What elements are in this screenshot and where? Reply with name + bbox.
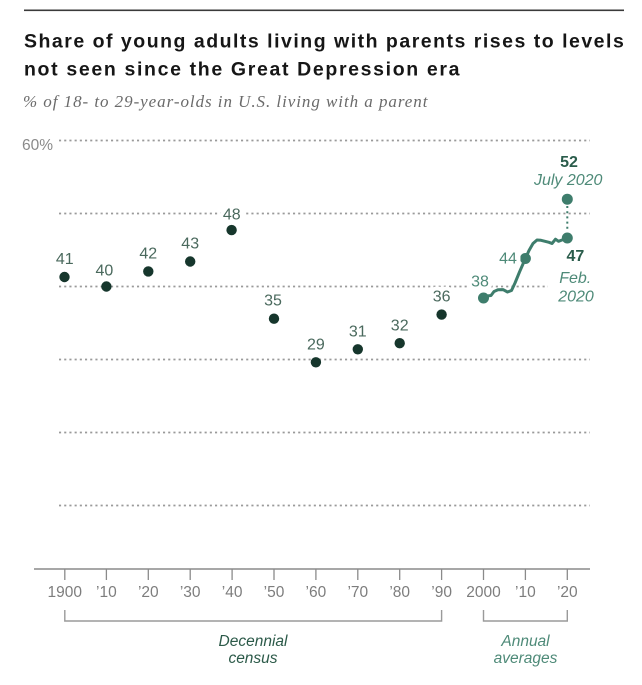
svg-text:’80: ’80	[389, 584, 410, 601]
svg-text:’40: ’40	[222, 584, 243, 601]
svg-text:Share of young adults living w: Share of young adults living with parent…	[24, 31, 625, 53]
svg-text:35: 35	[264, 293, 282, 310]
svg-text:42: 42	[139, 246, 157, 263]
svg-text:38: 38	[471, 274, 489, 291]
svg-text:’10: ’10	[96, 584, 117, 601]
svg-text:48: 48	[223, 207, 241, 224]
svg-text:’30: ’30	[180, 584, 201, 601]
svg-text:43: 43	[181, 236, 199, 253]
svg-text:averages: averages	[494, 650, 558, 667]
svg-text:1900: 1900	[48, 584, 83, 601]
svg-text:’70: ’70	[347, 584, 368, 601]
svg-text:32: 32	[391, 318, 409, 335]
svg-text:60%: 60%	[22, 137, 53, 154]
svg-text:’50: ’50	[264, 584, 285, 601]
svg-text:41: 41	[56, 251, 74, 268]
svg-text:29: 29	[307, 337, 325, 354]
svg-text:44: 44	[499, 251, 517, 268]
svg-text:47: 47	[567, 248, 585, 265]
svg-text:Feb.: Feb.	[559, 270, 591, 287]
svg-text:Annual: Annual	[500, 633, 550, 650]
svg-text:July 2020: July 2020	[533, 172, 603, 189]
svg-text:% of 18- to 29-year-olds in U.: % of 18- to 29-year-olds in U.S. living …	[23, 92, 429, 111]
svg-text:2020: 2020	[557, 289, 594, 306]
svg-text:36: 36	[433, 289, 451, 306]
svg-text:Decennial: Decennial	[219, 633, 288, 650]
svg-text:31: 31	[349, 324, 367, 341]
svg-text:census: census	[228, 650, 277, 667]
svg-text:’10: ’10	[515, 584, 536, 601]
svg-text:’20: ’20	[138, 584, 159, 601]
svg-text:’20: ’20	[557, 584, 578, 601]
svg-text:’60: ’60	[306, 584, 327, 601]
svg-text:40: 40	[96, 263, 114, 280]
svg-text:2000: 2000	[466, 584, 501, 601]
svg-text:’90: ’90	[431, 584, 452, 601]
svg-text:not seen since the Great Depre: not seen since the Great Depression era	[24, 59, 461, 81]
svg-text:52: 52	[560, 154, 578, 171]
